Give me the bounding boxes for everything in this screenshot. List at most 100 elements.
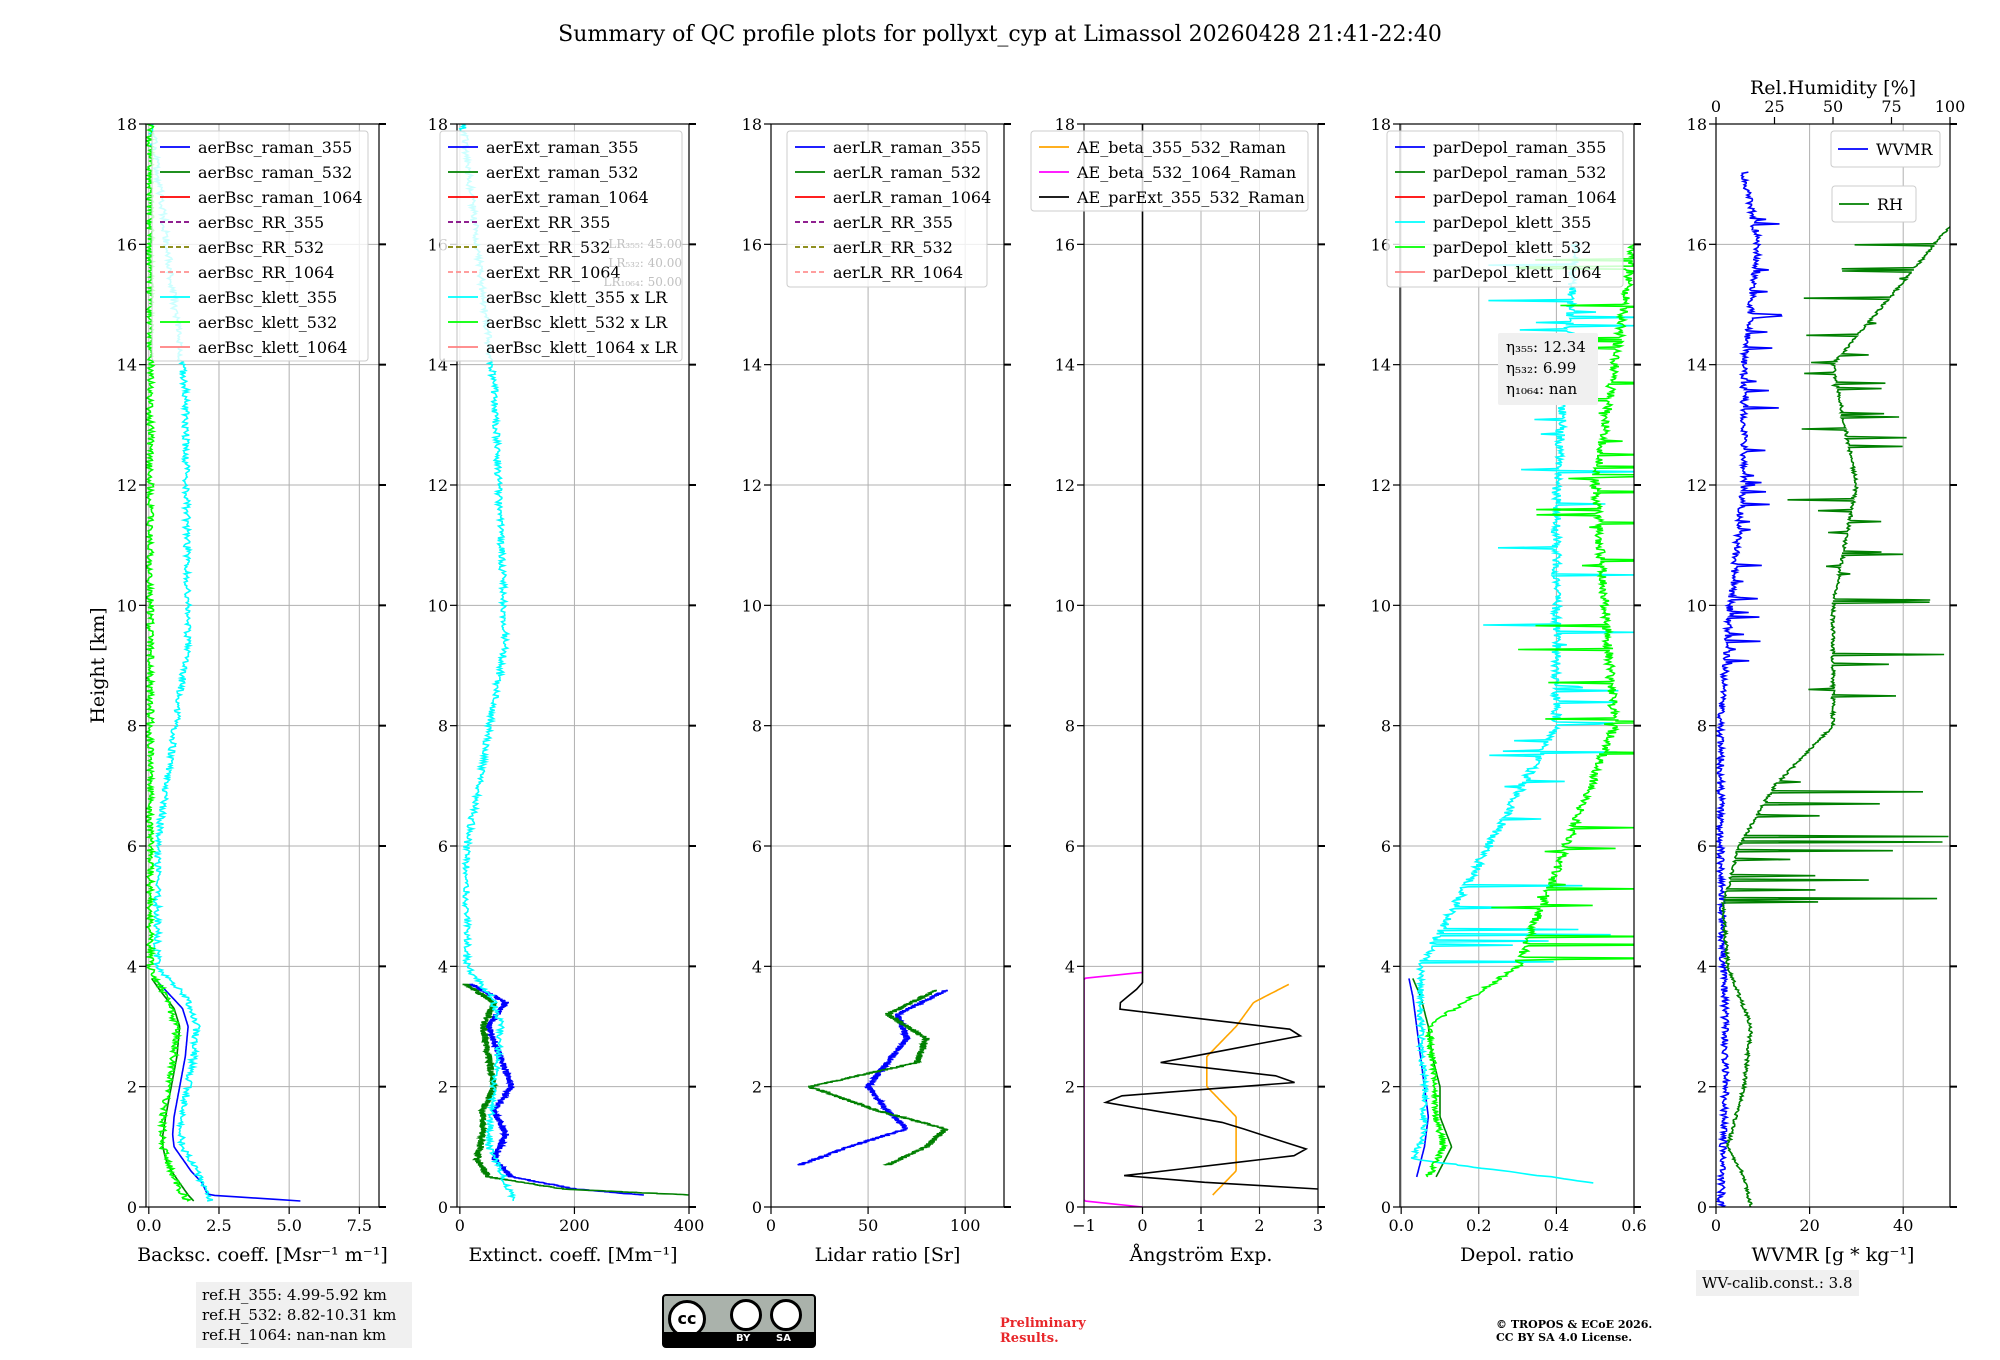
y-tick-label: 14 [117, 356, 137, 375]
copyright-line-1: © TROPOS & ECoE 2026. [1496, 1318, 1653, 1331]
series-line-aerbsc-klett-532 [146, 124, 193, 1202]
legend-entry: parDepol_klett_532 [1433, 238, 1591, 257]
panel-depol: 0 2 4 6 8 10 12 14 16 18 0.0 0.2 0.4 0.6 Depol. ratio p… [1371, 115, 1647, 1266]
legend-entry: aerLR_RR_532 [833, 238, 953, 257]
y-tick-label: 10 [117, 596, 137, 615]
legend-entry: aerExt_raman_355 [486, 138, 639, 157]
y-tick-label: 4 [127, 957, 137, 976]
x-tick-label: 0.2 [1466, 1216, 1491, 1235]
y-tick-label: 2 [438, 1078, 448, 1097]
cc-license-badge: cc BY SA [662, 1294, 816, 1348]
series-line-aerlr-raman-532 [808, 989, 949, 1166]
legend-box [1830, 130, 1941, 168]
panel-depol-xlabel: Depol. ratio [1460, 1244, 1574, 1266]
series-line-pardepol-raman-532 [1412, 978, 1453, 1178]
x-tick-label: 0 [1711, 1216, 1721, 1235]
y-tick-label: 16 [1687, 235, 1707, 254]
y-tick-label: 6 [1697, 837, 1707, 856]
legend-entry: aerBsc_raman_532 [198, 163, 352, 182]
y-tick-label: 14 [742, 356, 762, 375]
panel-ae-legend: AE_beta_355_532_Raman AE_beta_532_1064_Ra… [1030, 130, 1309, 212]
x-tick-label: 0.0 [1388, 1216, 1413, 1235]
x-tick-label: 0 [1137, 1216, 1147, 1235]
legend-entry: parDepol_raman_1064 [1433, 188, 1617, 207]
panel-ae-xlabel: Ångström Exp. [1129, 1244, 1273, 1266]
x-tick-label: 3 [1313, 1216, 1323, 1235]
eta-value: η₅₃₂: 6.99 [1506, 359, 1576, 377]
preliminary-note: Preliminary Results. [1000, 1316, 1086, 1346]
legend-box [1030, 130, 1309, 212]
y-tick-label: 18 [742, 115, 762, 134]
y-tick-label: 12 [117, 476, 137, 495]
panel-bsc: 0 2 4 6 8 10 12 14 16 18 0.0 2.5 5.0 7.5 Backsc. coeff… [117, 115, 388, 1266]
legend-entry: aerBsc_RR_532 [198, 238, 324, 257]
panel-wv-xlabel: WVMR [g * kg⁻¹] [1752, 1244, 1915, 1266]
y-tick-label: 14 [1371, 356, 1391, 375]
ref-height-1064: ref.H_1064: nan-nan km [202, 1326, 387, 1344]
x-tick-label: 0 [766, 1216, 776, 1235]
y-tick-label: 0 [127, 1198, 137, 1217]
panel-lr-data [797, 989, 949, 1166]
legend-rh: RH [1831, 185, 1917, 223]
y-tick-label: 0 [1381, 1198, 1391, 1217]
y-tick-label: 2 [1065, 1078, 1075, 1097]
x-tick-label: 0.0 [136, 1216, 161, 1235]
wv-calibration-box: WV-calib.const.: 3.8 [1696, 1270, 1859, 1296]
panel-ext-frame [456, 123, 690, 1208]
legend-entry: parDepol_raman_532 [1433, 163, 1606, 182]
y-tick-label: 8 [752, 717, 762, 736]
y-tick-label: 16 [1055, 235, 1075, 254]
y-tick-label: 6 [752, 837, 762, 856]
x-tick-label: −1 [1072, 1216, 1096, 1235]
x-tick-label: 20 [1799, 1216, 1819, 1235]
panel-wv-data [1716, 171, 1950, 1207]
series-line-ae-beta-532-1064-raman [1084, 971, 1143, 1207]
y-tick-label: 4 [752, 957, 762, 976]
y-tick-label: 18 [1055, 115, 1075, 134]
x-tick-label: 2.5 [206, 1216, 231, 1235]
y-tick-label: 4 [1065, 957, 1075, 976]
legend-entry: parDepol_raman_355 [1433, 138, 1606, 157]
x-tick-label: 0.6 [1621, 1216, 1646, 1235]
y-tick-label: 12 [742, 476, 762, 495]
y-tick-label: 8 [1381, 717, 1391, 736]
cc-by-label: BY [736, 1333, 751, 1344]
y-tick-label: 8 [1065, 717, 1075, 736]
panel-ext-legend: aerExt_raman_355 aerExt_raman_532 aerExt_r… [439, 130, 683, 362]
legend-label: RH [1877, 195, 1903, 214]
legend-entry: aerBsc_klett_532 x LR [486, 313, 668, 332]
legend-entry: AE_parExt_355_532_Raman [1076, 188, 1305, 207]
eta-value: η₃₅₅: 12.34 [1506, 338, 1586, 356]
copyright-note: © TROPOS & ECoE 2026. CC BY SA 4.0 Licen… [1496, 1318, 1652, 1344]
y-tick-label: 18 [117, 115, 137, 134]
legend-entry: aerLR_raman_532 [833, 163, 981, 182]
legend-entry: aerBsc_klett_532 [198, 313, 337, 332]
legend-entry: aerBsc_raman_355 [198, 138, 352, 157]
y-tick-label: 18 [1371, 115, 1391, 134]
preliminary-line-2: Results. [1000, 1331, 1059, 1346]
panel-lr-xlabel: Lidar ratio [Sr] [815, 1244, 961, 1266]
copyright-line-2: CC BY SA 4.0 License. [1496, 1331, 1633, 1344]
x-tick-label: 0 [455, 1216, 465, 1235]
top-x-tick-label: 100 [1935, 97, 1966, 116]
x-tick-label: 2 [1254, 1216, 1264, 1235]
y-tick-label: 2 [752, 1078, 762, 1097]
legend-entry: aerExt_RR_1064 [486, 263, 621, 282]
cc-by-person-icon [730, 1299, 762, 1331]
legend-entry: aerBsc_klett_1064 x LR [486, 338, 678, 357]
rh-axis-label: Rel.Humidity [%] [1750, 77, 1916, 99]
legend-entry: aerExt_raman_1064 [486, 188, 649, 207]
legend-entry: aerBsc_RR_355 [198, 213, 324, 232]
x-tick-label: 40 [1893, 1216, 1913, 1235]
x-tick-label: 100 [950, 1216, 981, 1235]
top-x-tick-label: 0 [1711, 97, 1721, 116]
legend-wvmr: WVMR [1830, 130, 1941, 168]
top-x-tick-label: 50 [1823, 97, 1843, 116]
panel-depol-frame [1399, 123, 1635, 1208]
y-tick-label: 4 [1697, 957, 1707, 976]
y-tick-label: 16 [742, 235, 762, 254]
y-tick-label: 4 [438, 957, 448, 976]
panel-depol-legend: parDepol_raman_355 parDepol_raman_532 parD… [1386, 130, 1624, 288]
